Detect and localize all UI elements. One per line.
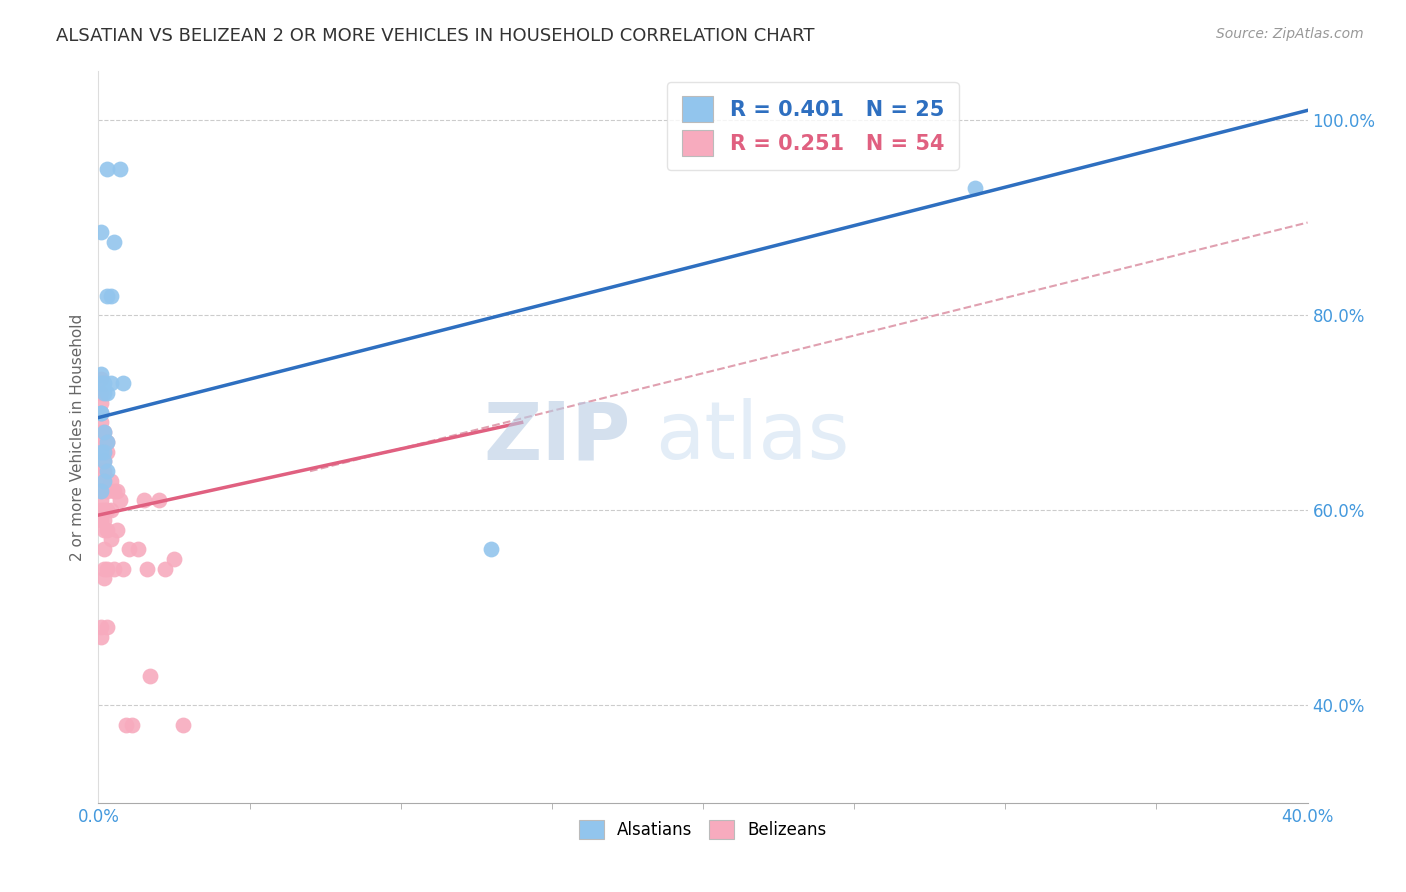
Point [90,371,112,385]
Point [90,444,112,458]
Point [108,161,131,176]
Point [93,474,115,488]
Point [965,181,987,195]
Point [153,562,176,576]
Point [90,376,112,391]
Point [93,513,115,527]
Point [96,444,118,458]
Point [96,464,118,478]
Point [103,562,125,576]
Point [90,444,112,458]
Point [96,434,118,449]
Point [100,376,122,391]
Point [90,425,112,440]
Text: Source: ZipAtlas.com: Source: ZipAtlas.com [1216,27,1364,41]
Point [96,483,118,498]
Legend: Alsatians, Belizeans: Alsatians, Belizeans [572,814,834,846]
Point [93,542,115,557]
Text: ALSATIAN VS BELIZEAN 2 OR MORE VEHICLES IN HOUSEHOLD CORRELATION CHART: ALSATIAN VS BELIZEAN 2 OR MORE VEHICLES … [56,27,814,45]
Point [93,444,115,458]
Point [172,718,194,732]
Text: atlas: atlas [655,398,849,476]
Point [163,552,186,566]
Point [93,454,115,468]
Point [481,542,503,557]
Point [96,161,118,176]
Point [111,376,134,391]
Point [90,225,112,239]
Point [90,620,112,634]
Point [96,503,118,517]
Point [90,434,112,449]
Point [90,483,112,498]
Point [90,386,112,401]
Point [132,493,155,508]
Point [90,464,112,478]
Point [90,406,112,420]
Point [148,493,170,508]
Point [139,669,162,683]
Point [100,503,122,517]
Point [96,620,118,634]
Point [90,367,112,381]
Point [93,425,115,440]
Point [90,396,112,410]
Point [90,493,112,508]
Point [93,503,115,517]
Point [93,523,115,537]
Point [127,542,149,557]
Point [90,630,112,644]
Point [93,386,115,401]
Point [96,386,118,401]
Point [121,718,143,732]
Point [105,523,128,537]
Point [100,288,122,302]
Point [114,718,136,732]
Y-axis label: 2 or more Vehicles in Household: 2 or more Vehicles in Household [69,313,84,561]
Point [103,483,125,498]
Point [90,406,112,420]
Point [96,288,118,302]
Point [93,444,115,458]
Point [100,533,122,547]
Point [93,425,115,440]
Point [108,493,131,508]
Point [96,434,118,449]
Point [90,483,112,498]
Point [93,562,115,576]
Point [90,503,112,517]
Point [135,562,157,576]
Point [90,416,112,430]
Point [96,562,118,576]
Point [93,434,115,449]
Point [111,562,134,576]
Point [118,542,141,557]
Point [93,464,115,478]
Point [103,235,125,249]
Point [93,572,115,586]
Point [93,376,115,391]
Point [93,454,115,468]
Point [96,523,118,537]
Text: ZIP: ZIP [484,398,630,476]
Point [90,474,112,488]
Point [105,483,128,498]
Point [90,513,112,527]
Point [90,406,112,420]
Point [100,474,122,488]
